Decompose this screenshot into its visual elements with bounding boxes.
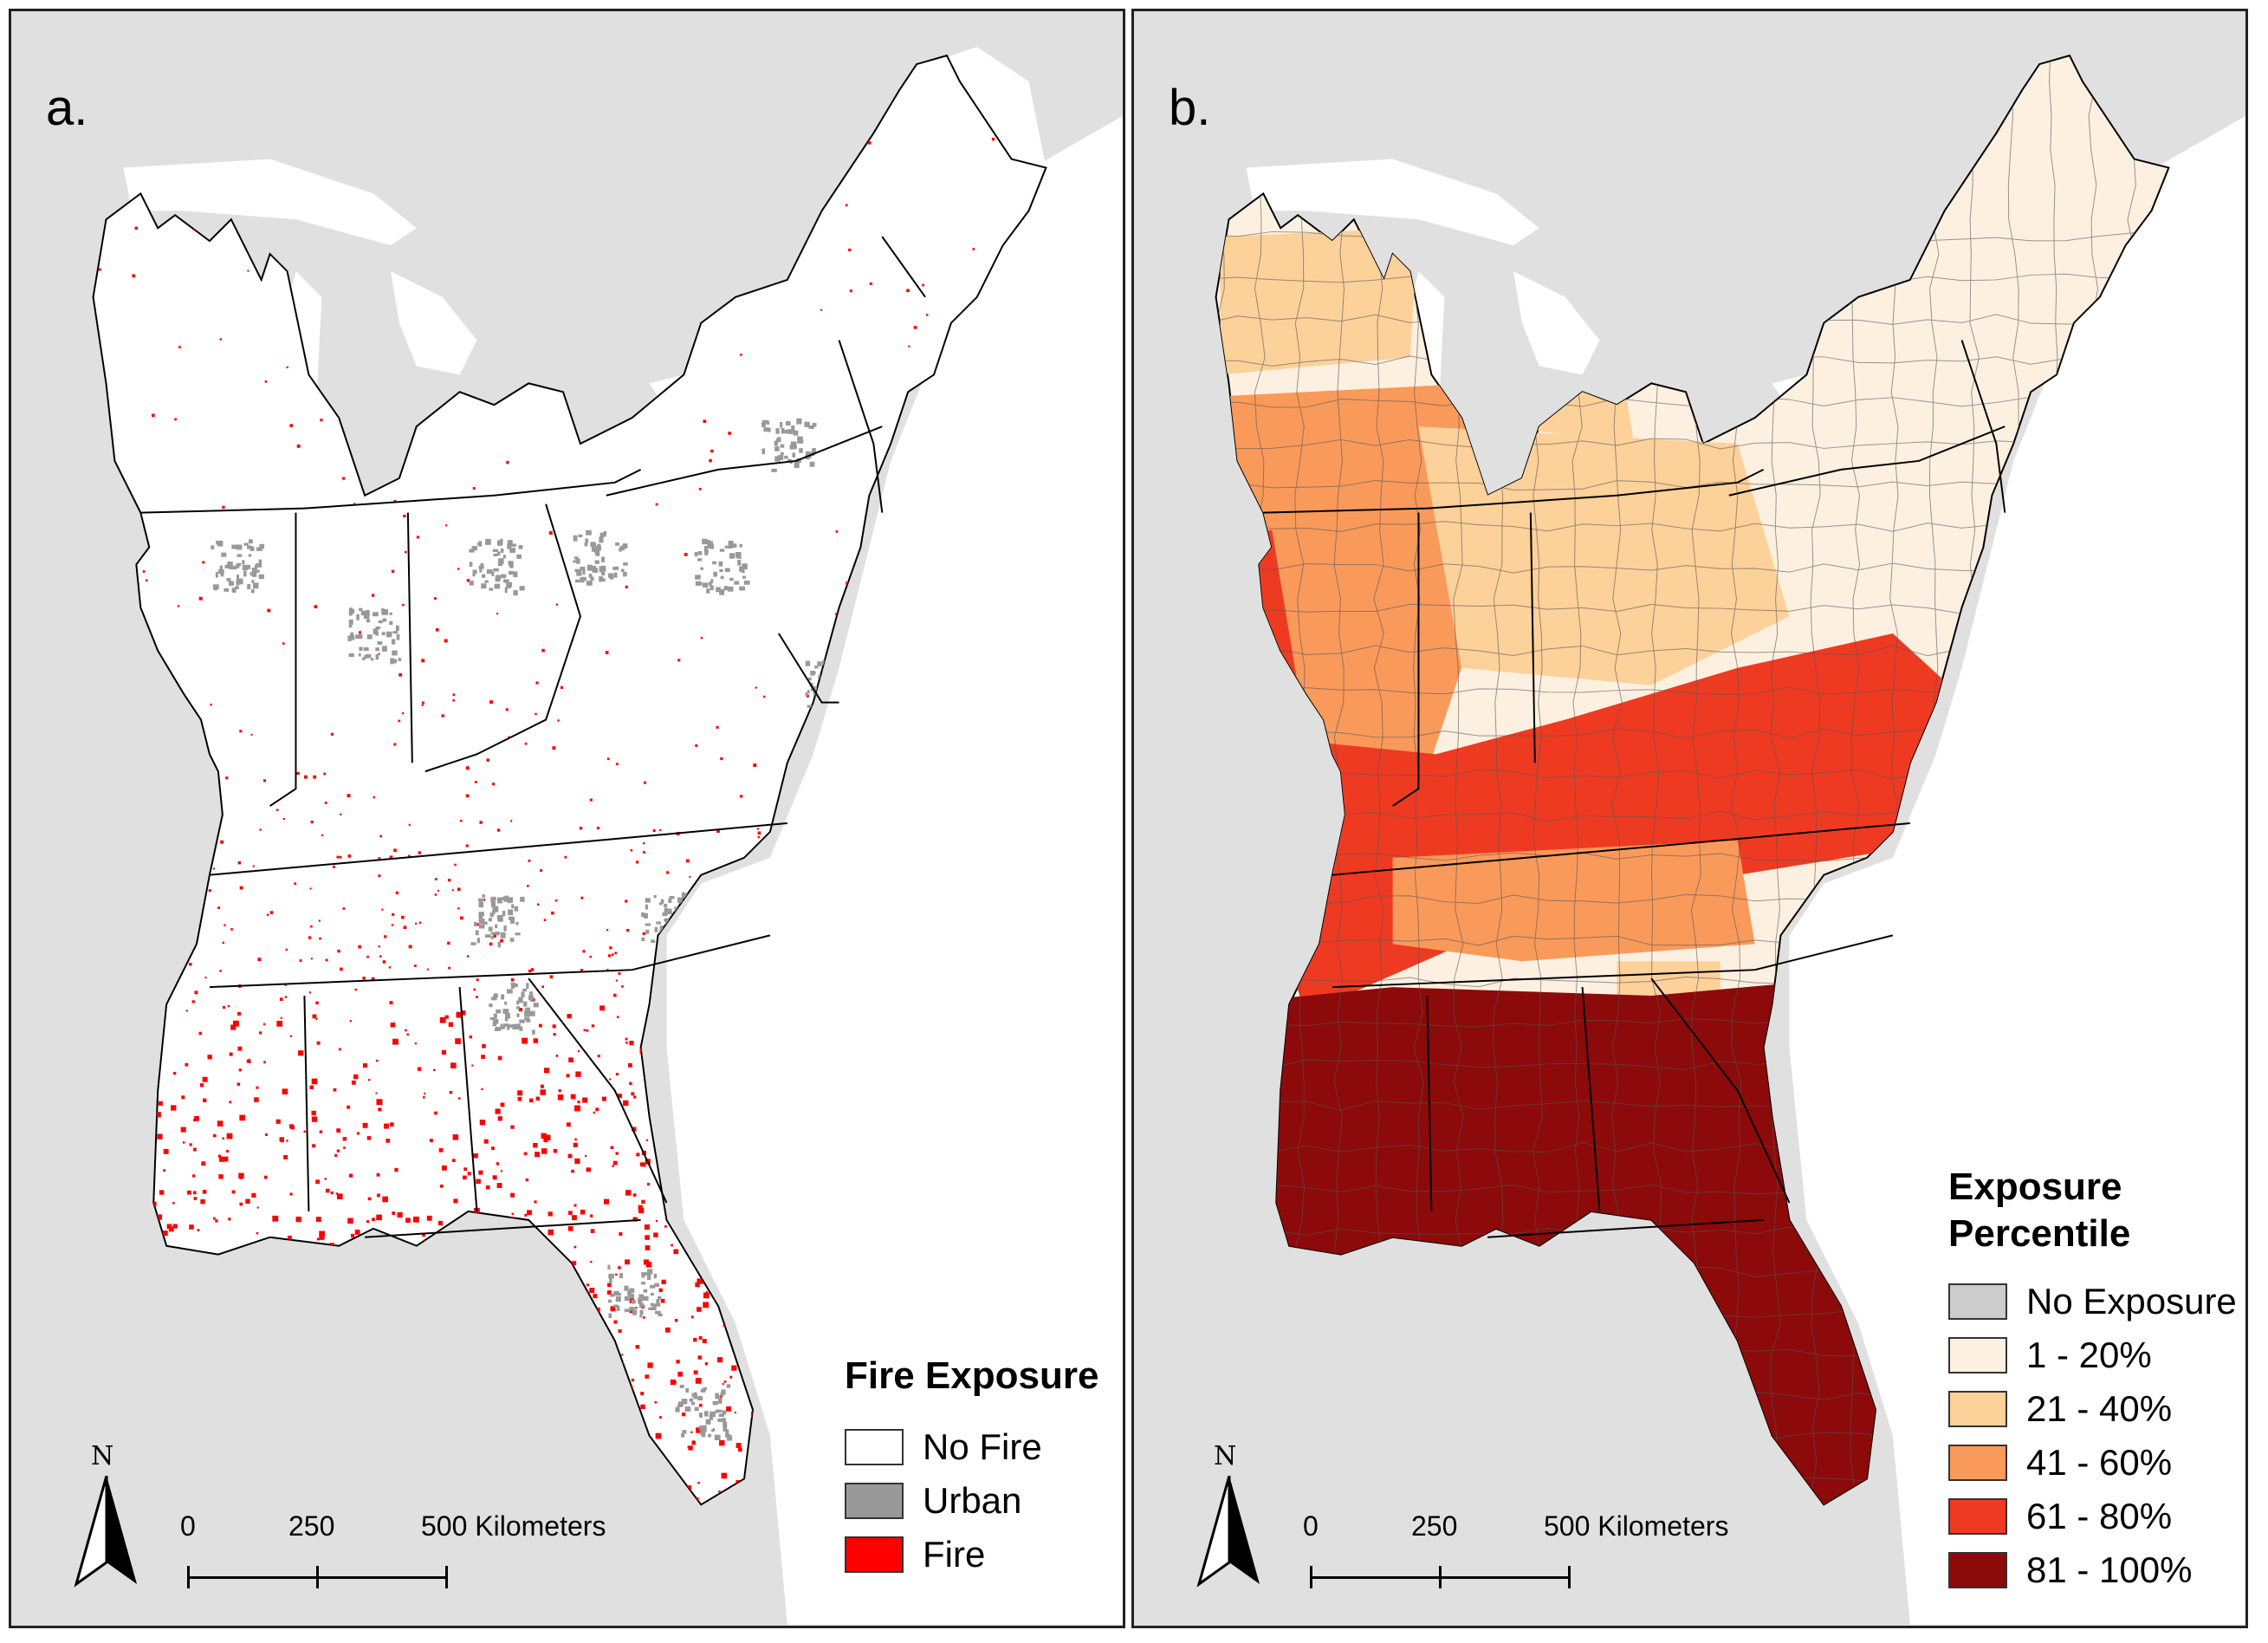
legend-swatch — [1948, 1498, 2007, 1535]
scale-label-250: 250 — [288, 1510, 335, 1542]
state-boundaries — [140, 236, 926, 1238]
legend-label: No Exposure — [2026, 1281, 2237, 1322]
legend-label: Urban — [923, 1480, 1022, 1521]
legend-swatch — [845, 1536, 904, 1573]
scale-bar: 0 250 500 Kilometers — [1303, 1510, 1728, 1606]
legend-label: No Fire — [923, 1426, 1042, 1467]
scale-label-500: 500 Kilometers — [421, 1510, 606, 1542]
scale-label-0: 0 — [180, 1510, 196, 1542]
scale-bar: 0 250 500 Kilometers — [180, 1510, 606, 1606]
legend-item-1-20: 1 - 20% — [1948, 1328, 2237, 1382]
legend-swatch — [845, 1429, 904, 1465]
legend-item-urban: Urban — [845, 1474, 1098, 1528]
legend-label: 41 - 60% — [2026, 1442, 2173, 1483]
legend-item-no-fire: No Fire — [845, 1420, 1098, 1474]
north-label: N — [91, 1441, 114, 1471]
fire-exposure-legend: Fire Exposure No Fire Urban Fire — [845, 1353, 1098, 1581]
legend-swatch — [1948, 1337, 2007, 1373]
legend-item-81-100: 81 - 100% — [1948, 1543, 2237, 1597]
legend-item-41-60: 41 - 60% — [1948, 1436, 2237, 1490]
legend-label: 81 - 100% — [2026, 1549, 2193, 1590]
map-panel-b: b. Exposure Percentile No Exposure 1 - 2… — [1131, 9, 2248, 1628]
fire-exposure-map — [11, 12, 1123, 1625]
legend-item-21-40: 21 - 40% — [1948, 1382, 2237, 1436]
north-label: N — [1214, 1441, 1237, 1471]
map-panel-a: a. Fire Exposure No Fire Urban Fire N 0 … — [9, 9, 1125, 1628]
legend-title-line1: Exposure — [1948, 1166, 2122, 1208]
legend-swatch — [1948, 1445, 2007, 1481]
legend-swatch — [1948, 1283, 2007, 1320]
legend-item-61-80: 61 - 80% — [1948, 1490, 2237, 1543]
legend-label: 61 - 80% — [2026, 1496, 2173, 1536]
legend-item-no-exposure: No Exposure — [1948, 1275, 2237, 1328]
north-arrow-icon: N — [72, 1441, 141, 1588]
north-arrow-icon: N — [1195, 1441, 1264, 1588]
scale-label-500: 500 Kilometers — [1544, 1510, 1729, 1542]
legend-title-line2: Percentile — [1948, 1212, 2131, 1255]
state-boundaries — [1263, 340, 2006, 1238]
scale-label-250: 250 — [1411, 1510, 1458, 1542]
legend-label: 21 - 40% — [2026, 1388, 2173, 1429]
scale-label-0: 0 — [1303, 1510, 1319, 1542]
legend-swatch — [1948, 1391, 2007, 1427]
lake-superior — [123, 159, 417, 246]
legend-label: Fire — [923, 1534, 986, 1575]
lake-huron — [390, 270, 477, 375]
legend-label: 1 - 20% — [2026, 1335, 2152, 1375]
panel-letter: a. — [46, 80, 88, 136]
exposure-percentile-legend: Exposure Percentile No Exposure 1 - 20% … — [1948, 1164, 2237, 1597]
exposure-percentile-map — [1134, 12, 2245, 1625]
legend-swatch — [1948, 1552, 2007, 1588]
legend-title: Fire Exposure — [845, 1354, 1099, 1397]
panel-letter: b. — [1169, 80, 1211, 136]
legend-swatch — [845, 1483, 904, 1519]
legend-item-fire: Fire — [845, 1528, 1098, 1581]
